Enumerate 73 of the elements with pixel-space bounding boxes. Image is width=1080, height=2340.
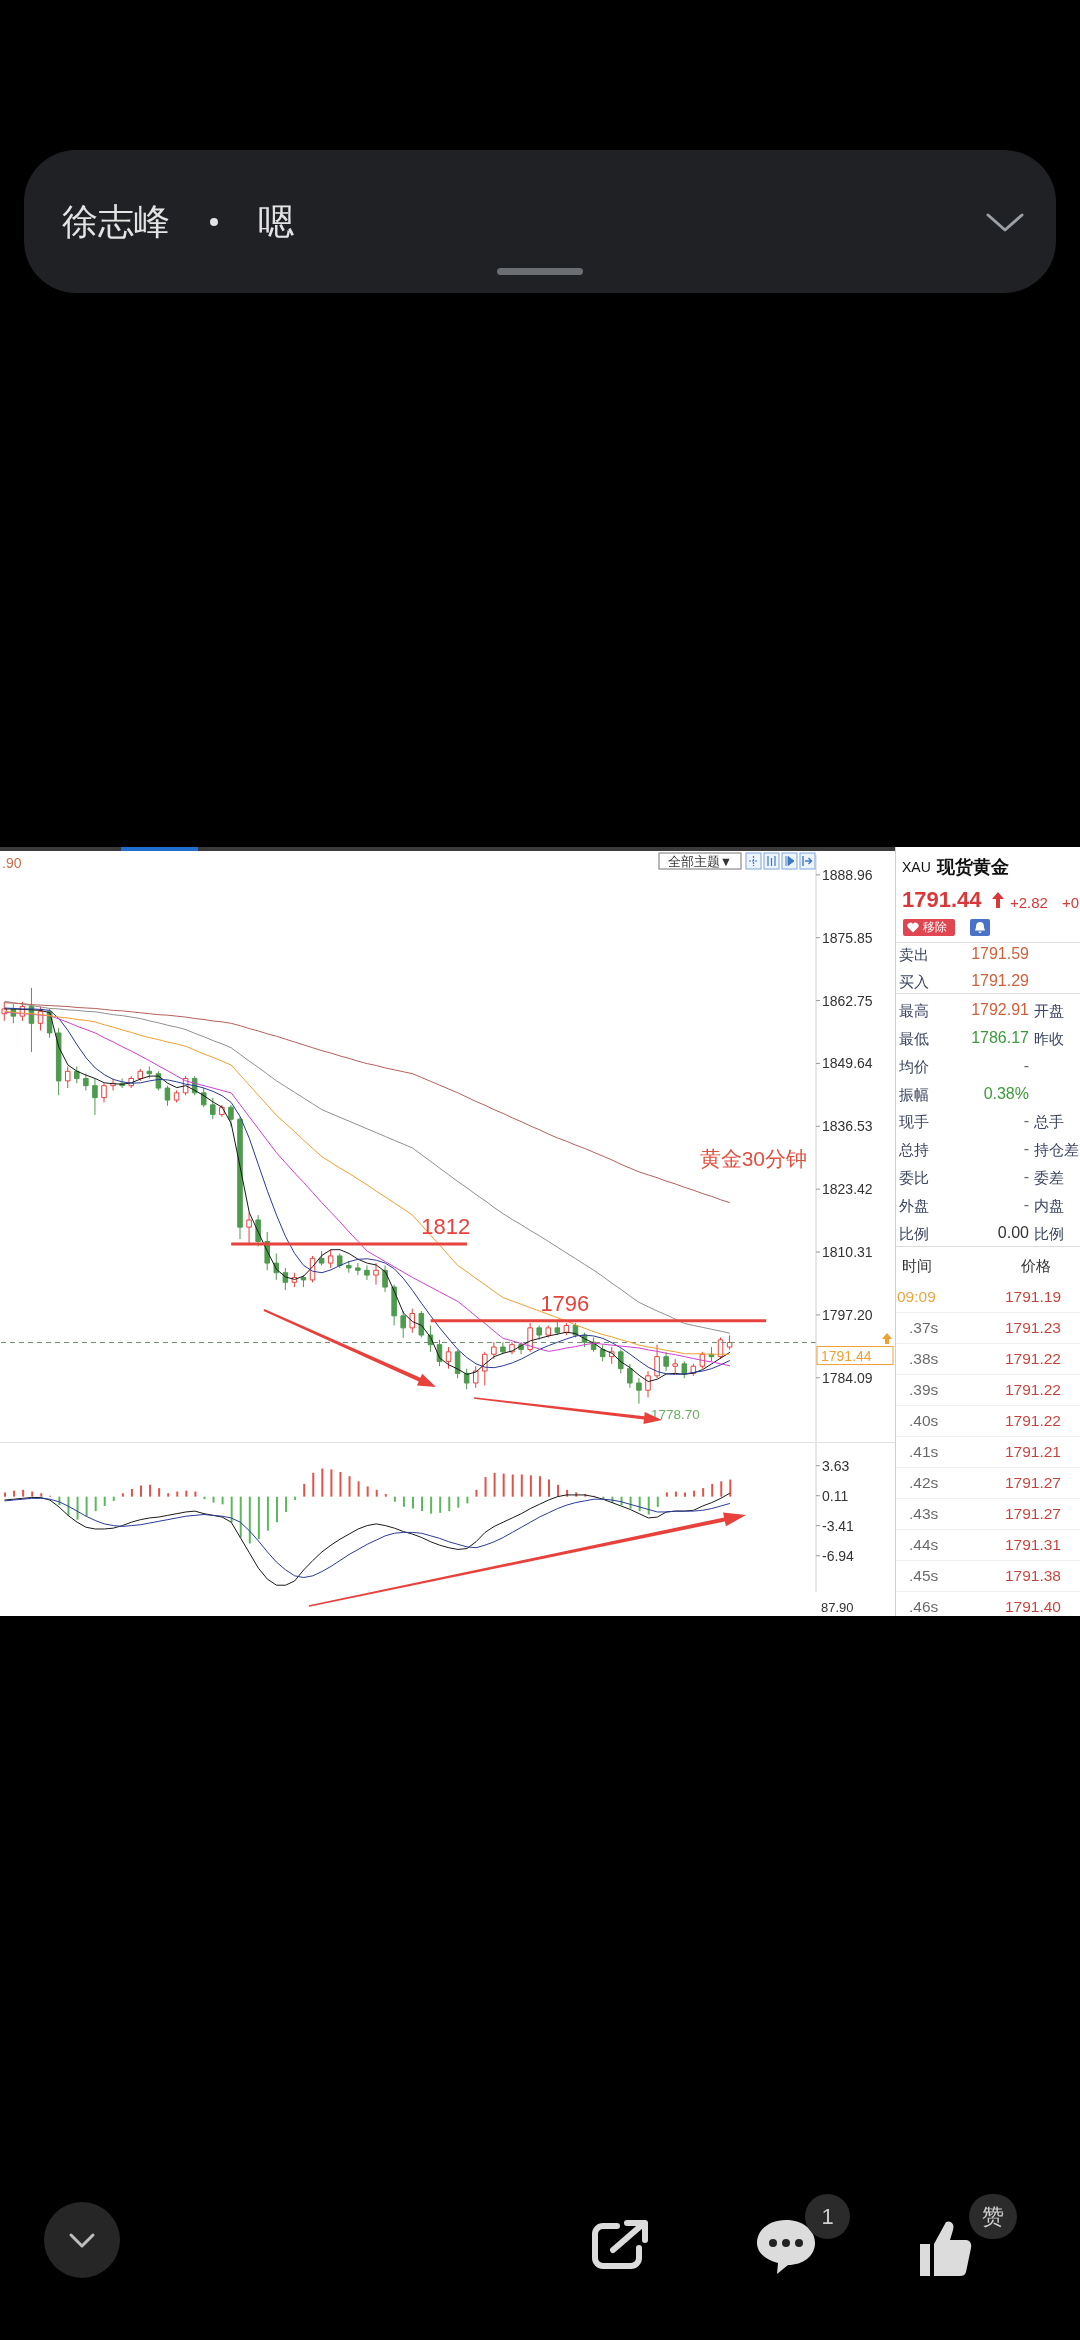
y-tick-label: 1823.42 <box>822 1181 873 1198</box>
y-tick-label: 3.63 <box>822 1457 850 1474</box>
text: 徐志峰 <box>62 200 170 244</box>
y-tick-label: 1810.31 <box>822 1244 873 1261</box>
text: .45s 1791.38 <box>909 1566 1061 1584</box>
text: - <box>1023 1112 1029 1129</box>
text: 1792.91 <box>971 1001 1029 1018</box>
y-tick-label: 1797.20 <box>822 1306 873 1323</box>
series-label: 1796 <box>540 1290 590 1316</box>
annotation: .90 <box>2 855 22 871</box>
button: 全部主题▼ <box>658 852 742 870</box>
button: 移除 <box>903 919 955 936</box>
text: 委差 <box>1034 1168 1064 1186</box>
text: 最低 <box>899 1029 929 1047</box>
text: +0 <box>1062 894 1080 911</box>
text: .41s 1791.21 <box>909 1442 1061 1460</box>
text: 总手 <box>1034 1112 1064 1130</box>
annotation: 黄金30分钟 <box>699 1147 807 1170</box>
text: 1791.29 <box>971 972 1029 989</box>
y-tick-label: 0.11 <box>822 1487 849 1504</box>
text: 委比 <box>899 1168 929 1186</box>
text: .44s 1791.31 <box>909 1535 1061 1553</box>
text: 最高 <box>899 1001 929 1019</box>
text: .43s 1791.27 <box>909 1504 1061 1522</box>
series-label: 1812 <box>421 1213 471 1239</box>
annotation: 全部主题▼ <box>667 854 733 869</box>
text: 0.00 <box>997 1224 1029 1241</box>
text: 均价 <box>899 1057 929 1075</box>
text: 现手 <box>899 1112 929 1130</box>
text: 1786.17 <box>971 1029 1029 1046</box>
text: 比例 <box>899 1224 929 1242</box>
text: XAU <box>902 859 931 875</box>
y-tick-label: 1849.64 <box>822 1055 873 1072</box>
text: 09:09 1791.19 <box>897 1287 1061 1305</box>
badge: 赞 <box>969 2194 1017 2239</box>
text: 买入 <box>899 972 929 990</box>
text: 时间 <box>902 1256 932 1274</box>
y-tick-label: 1888.96 <box>822 866 873 883</box>
y-tick-label: 1875.85 <box>822 929 873 946</box>
ref-line-label: 1791.44 <box>821 1347 872 1364</box>
text: 1791.44 <box>902 887 982 912</box>
text: 现货黄金 <box>937 857 1009 877</box>
text: 1791.59 <box>971 945 1029 962</box>
text: 内盘 <box>1034 1196 1064 1214</box>
y-tick-label: 1784.09 <box>822 1369 873 1386</box>
text: 昨收 <box>1034 1029 1064 1047</box>
y-tick-label: -3.41 <box>822 1517 855 1534</box>
text: .38s 1791.22 <box>909 1349 1061 1367</box>
text: .40s 1791.22 <box>909 1411 1061 1429</box>
text: .42s 1791.27 <box>909 1473 1061 1491</box>
text: .46s 1791.40 <box>909 1597 1061 1615</box>
text: 价格 <box>1021 1256 1051 1274</box>
badge: 1 <box>805 2194 850 2239</box>
text: .39s 1791.22 <box>909 1380 1061 1398</box>
text: 开盘 <box>1034 1001 1064 1019</box>
y-tick-label: 1862.75 <box>822 992 873 1009</box>
text: - <box>1023 1168 1029 1185</box>
text: 振幅 <box>899 1085 929 1102</box>
text: - <box>1023 1196 1029 1213</box>
text: .37s 1791.23 <box>909 1318 1061 1336</box>
text: 0.38% <box>983 1084 1029 1102</box>
text: 持仓差 <box>1034 1140 1079 1158</box>
text: - <box>1023 1140 1029 1157</box>
y-tick-label: 1836.53 <box>822 1118 873 1135</box>
y-tick-label: -6.94 <box>822 1547 855 1564</box>
text: 87.90 <box>821 1600 854 1615</box>
text: 外盘 <box>899 1196 929 1214</box>
text: +2.82 <box>1010 894 1048 911</box>
text: - <box>1023 1057 1029 1074</box>
text: 嗯 <box>258 200 294 244</box>
text: 总持 <box>899 1140 929 1158</box>
text: 卖出 <box>899 945 929 963</box>
text: 比例 <box>1034 1224 1064 1242</box>
